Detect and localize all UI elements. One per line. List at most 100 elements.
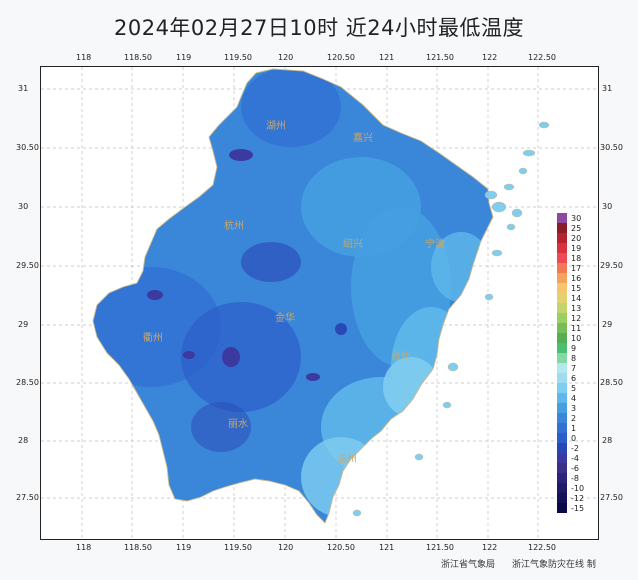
legend-swatch [557, 473, 567, 483]
island [442, 401, 452, 409]
islands [352, 121, 550, 517]
legend-swatch [557, 493, 567, 503]
city-label: 丽水 [228, 418, 248, 430]
lat-tick: 30 [602, 202, 613, 211]
legend-swatch [557, 463, 567, 473]
lat-tick: 27.50 [16, 493, 39, 502]
legend-label: 1 [571, 424, 576, 433]
lon-tick: 120.50 [327, 53, 355, 62]
city-label: 杭州 [224, 219, 244, 232]
legend-label: 16 [571, 274, 581, 283]
legend-label: 8 [571, 354, 576, 363]
city-labels: 湖州 嘉兴 杭州 绍兴 宁波 金华 衢州 台州 丽水 温州 [143, 120, 445, 465]
island [491, 249, 503, 257]
city-label: 台州 [391, 349, 411, 362]
cold-spot [176, 167, 186, 187]
legend-swatch [557, 453, 567, 463]
island [491, 201, 507, 213]
lon-tick: 118 [76, 543, 92, 552]
legend-label: -2 [571, 444, 579, 453]
lat-tick: 31 [18, 84, 29, 93]
credit-agency: 浙江省气象局 [441, 560, 496, 570]
lat-tick: 29.50 [16, 261, 39, 270]
lon-tick: 122.50 [528, 53, 556, 62]
page-title: 2024年02月27日10时 近24小时最低温度 [113, 16, 524, 40]
legend-label: -15 [571, 504, 584, 513]
temp-zone [241, 69, 341, 147]
lon-tick: 122 [482, 53, 498, 62]
legend-label: 0 [571, 434, 576, 443]
legend-swatch [557, 503, 567, 513]
legend-label: 14 [571, 294, 581, 303]
legend-label: -8 [571, 474, 579, 483]
legend-swatch [557, 243, 567, 253]
lat-tick: 30 [18, 202, 29, 211]
legend-swatch [557, 223, 567, 233]
island [503, 183, 515, 191]
legend-label: -12 [571, 494, 584, 503]
city-label: 绍兴 [343, 237, 363, 250]
legend-swatch [557, 383, 567, 393]
city-label: 温州 [337, 453, 357, 465]
map-frame: 湖州 嘉兴 杭州 绍兴 宁波 金华 衢州 台州 丽水 温州 30 25 20 19 18… [40, 66, 599, 540]
cold-spot [306, 373, 320, 381]
legend-label: 3 [571, 404, 576, 413]
city-label: 嘉兴 [353, 131, 373, 144]
island [538, 121, 550, 129]
island [414, 453, 424, 461]
island [484, 190, 498, 200]
map-svg: 湖州 嘉兴 杭州 绍兴 宁波 金华 衢州 台州 丽水 温州 3025201918… [41, 67, 598, 539]
legend-swatch [557, 373, 567, 383]
lon-tick: 119.50 [224, 53, 252, 62]
lat-tick: 30.50 [600, 143, 623, 152]
legend-label: 5 [571, 384, 576, 393]
legend-label: 10 [571, 334, 581, 343]
legend-swatch [557, 293, 567, 303]
legend-swatch [557, 363, 567, 373]
lat-tick: 29.50 [600, 261, 623, 270]
lat-tick: 28 [18, 436, 29, 445]
legend-label: 20 [571, 234, 581, 243]
temp-zone [383, 357, 439, 417]
lon-tick: 120.50 [327, 543, 355, 552]
cold-spot [183, 351, 195, 359]
legend-swatch [557, 343, 567, 353]
legend-label: 9 [571, 344, 576, 353]
legend-label: 15 [571, 284, 581, 293]
lon-tick: 119 [176, 53, 192, 62]
legend-swatch [557, 393, 567, 403]
lat-tick: 29 [18, 320, 29, 329]
temperature-field [93, 69, 493, 523]
legend-swatch [557, 303, 567, 313]
legend-swatch [557, 273, 567, 283]
legend-swatch [557, 353, 567, 363]
legend-swatch [557, 333, 567, 343]
lat-tick: 28.50 [16, 378, 39, 387]
legend-swatch [557, 483, 567, 493]
lon-tick: 122 [482, 543, 498, 552]
legend-label: -4 [571, 454, 579, 463]
legend-label: 12 [571, 314, 581, 323]
legend-label: 11 [571, 324, 581, 333]
credit-platform: 浙江气象防灾在线 制 [512, 560, 596, 570]
legend-label: 2 [571, 414, 576, 423]
legend-label: -10 [571, 484, 584, 493]
lat-tick: 31 [602, 84, 613, 93]
island [511, 208, 523, 218]
cold-spot [222, 347, 240, 367]
temp-zone [181, 302, 301, 412]
legend-swatch [557, 233, 567, 243]
lon-tick: 121 [379, 53, 395, 62]
island [518, 167, 528, 175]
legend-label: 18 [571, 254, 581, 263]
legend-swatch [557, 263, 567, 273]
legend-label: 4 [571, 394, 576, 403]
legend-swatch [557, 283, 567, 293]
lat-tick: 29 [602, 320, 613, 329]
city-label: 金华 [275, 311, 295, 324]
lat-tick: 28.50 [600, 378, 623, 387]
legend-swatch [557, 403, 567, 413]
cold-spot [229, 149, 253, 161]
legend-swatch [557, 253, 567, 263]
